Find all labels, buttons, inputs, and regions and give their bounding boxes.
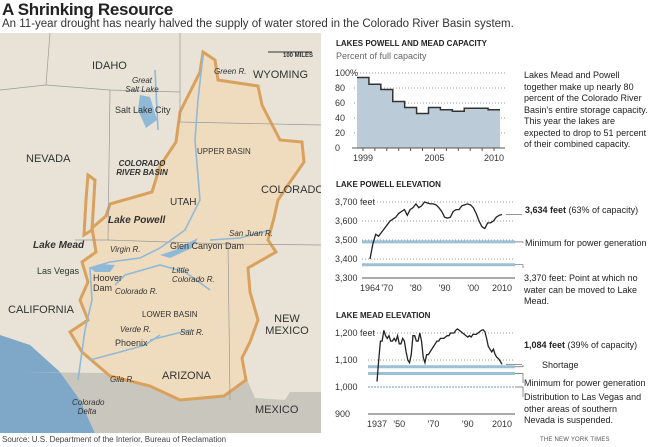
capacity-chart-title: LAKES POWELL AND MEAD CAPACITY: [336, 39, 487, 48]
capacity-chart-subtitle: Percent of full capacity: [336, 51, 427, 61]
x-tick-label: '90: [462, 419, 474, 429]
powell-current-label: 3,634 feet (63% of capacity): [525, 205, 638, 217]
x-tick-label: '70: [381, 283, 393, 293]
x-tick-label: 2010: [484, 153, 504, 163]
mead-threshold-label-0: Shortage: [542, 360, 579, 370]
capacity-area: [357, 77, 500, 148]
page-subtitle: An 11-year drought has nearly halved the…: [2, 18, 514, 30]
y-tick-label: 3,500: [335, 235, 358, 245]
lake-powell-shape: [160, 238, 198, 258]
credit: THE NEW YORK TIMES: [540, 437, 610, 443]
y-tick-label: 1,000: [335, 382, 358, 392]
y-tick-label: 20: [335, 128, 345, 138]
state-colorado: COLORADO: [261, 184, 321, 196]
x-tick-label: 2010: [492, 283, 512, 293]
mead-threshold-leader: [515, 373, 524, 383]
y-tick-label: 0: [335, 143, 340, 153]
powell-threshold-label-1: 3,370 feet: Point at which no water can …: [524, 273, 638, 306]
y-tick-label: 3,700 feet: [335, 197, 376, 207]
green-river-label: Green R.: [214, 67, 247, 76]
mead-current-value: 1,084 feet: [524, 340, 566, 350]
rivers: [77, 54, 271, 381]
colorado-delta-label: Colorado Delta: [72, 398, 105, 416]
basin-label: COLORADO RIVER BASIN: [116, 159, 168, 177]
state-borders: [0, 33, 321, 401]
great-salt-lake-label: Great Salt Lake: [125, 76, 159, 94]
y-tick-label: 3,300: [335, 273, 358, 283]
y-tick-label: 1,100: [335, 355, 358, 365]
mead-current-label: 1,084 feet (39% of capacity): [524, 340, 637, 352]
source-note: Source: U.S. Department of the Interior,…: [2, 435, 227, 444]
lake-mead-label: Lake Mead: [33, 240, 85, 251]
powell-threshold-label-0: Minimum for power generation: [525, 238, 647, 248]
y-tick-label: 60: [335, 98, 345, 108]
y-tick-label: 80: [335, 83, 345, 93]
lower-basin-label: LOWER BASIN: [142, 310, 198, 319]
virgin-river-label: Virgin R.: [110, 245, 141, 254]
x-tick-label: 2005: [424, 153, 444, 163]
salt-river-label: Salt R.: [180, 328, 205, 337]
colorado-river-label: Colorado R.: [115, 287, 158, 296]
powell-threshold-leader: [515, 264, 524, 268]
mead-current-pct: (39% of capacity): [565, 340, 638, 350]
city-salt-lake-city: Salt Lake City: [115, 105, 171, 115]
powell-elevation-line: [369, 201, 503, 260]
glen-canyon-dam-label: Glen Canyon Dam: [170, 241, 245, 251]
lake-mead-shape: [90, 264, 115, 272]
capacity-annotation: Lakes Mead and Powell together make up n…: [524, 70, 648, 149]
page-title: A Shrinking Resource: [2, 0, 173, 19]
san-juan-river-label: San Juan R.: [229, 229, 274, 238]
mexico-region: [25, 372, 321, 433]
x-tick-label: '50: [393, 419, 405, 429]
mead-threshold-leader: [515, 365, 524, 368]
city-las-vegas: Las Vegas: [37, 266, 80, 276]
state-mexico: MEXICO: [255, 404, 299, 416]
y-tick-label: 3,400: [335, 254, 358, 264]
verde-river-label: Verde R.: [120, 325, 152, 334]
x-tick-label: '00: [467, 283, 479, 293]
state-wyoming: WYOMING: [253, 69, 308, 81]
gila-river-label: Gila R.: [110, 375, 135, 384]
x-tick-label: '70: [428, 419, 440, 429]
great-salt-lake: [138, 95, 157, 128]
state-arizona: ARIZONA: [162, 370, 211, 382]
x-tick-label: 1937: [367, 419, 387, 429]
mead-elevation-line: [376, 328, 503, 382]
mead-threshold-leader: [515, 386, 524, 397]
y-tick-label: 40: [335, 113, 345, 123]
nevada-basin-strip: [82, 172, 97, 238]
upper-basin-label: UPPER BASIN: [197, 147, 251, 156]
powell-current-value: 3,634 feet: [525, 205, 567, 215]
mead-chart-title: LAKE MEAD ELEVATION: [336, 311, 431, 320]
lake-powell-label: Lake Powell: [108, 215, 166, 226]
state-nevada: NEVADA: [26, 153, 71, 165]
x-tick-label: '90: [439, 283, 451, 293]
y-tick-label: 1,200 feet: [335, 328, 376, 338]
powell-current-pct: (63% of capacity): [566, 205, 639, 215]
city-phoenix: Phoenix: [115, 338, 148, 348]
state-idaho: IDAHO: [92, 60, 127, 72]
x-tick-label: 2010: [492, 419, 512, 429]
hoover-dam-label: Hoover Dam: [93, 273, 123, 293]
x-tick-label: 1999: [353, 153, 373, 163]
scale-label: 100 MILES: [283, 53, 314, 59]
y-tick-label: 100%: [335, 68, 358, 78]
state-utah: UTAH: [170, 197, 197, 208]
little-colorado-river-label: Little Colorado R.: [172, 266, 215, 284]
pacific-ocean: [0, 335, 95, 433]
mead-threshold-label-1: Minimum for power generation: [524, 378, 646, 388]
y-tick-label: 3,600: [335, 216, 358, 226]
powell-chart-title: LAKE POWELL ELEVATION: [336, 180, 441, 189]
x-tick-label: '80: [410, 283, 422, 293]
x-tick-label: 1964: [360, 283, 380, 293]
map-graphic: [0, 33, 321, 433]
mead-threshold-label-2: Distribution to Las Vegas and other area…: [524, 392, 642, 425]
state-california: CALIFORNIA: [8, 304, 75, 316]
powell-threshold-leader: [515, 241, 524, 243]
state-new-mexico: NEW MEXICO: [265, 313, 309, 337]
basin-map: 100 MILES IDAHO WYOMING NEVADA UTAH COLO…: [0, 33, 321, 433]
capacity-line: [357, 76, 500, 115]
y-tick-label: 900: [335, 409, 350, 419]
